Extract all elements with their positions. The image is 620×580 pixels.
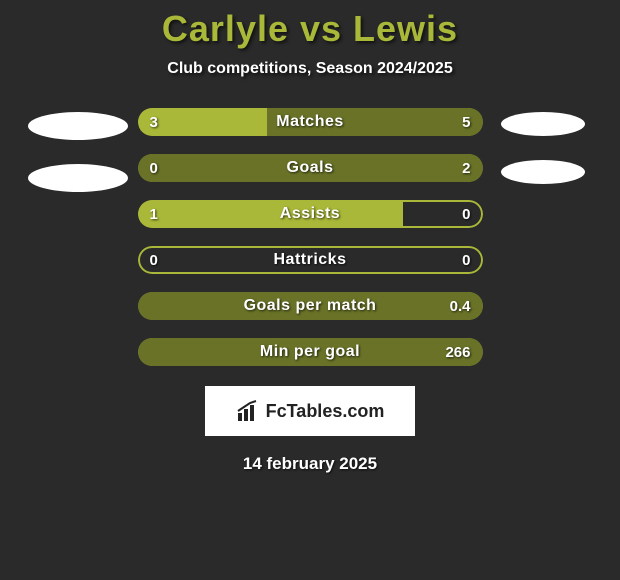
avatar-right-1: [501, 112, 585, 136]
stat-row: 35Matches: [138, 108, 483, 136]
branding-card: FcTables.com: [205, 386, 415, 436]
stat-label: Min per goal: [138, 338, 483, 366]
footer-date: 14 february 2025: [243, 454, 377, 474]
stat-row: 00Hattricks: [138, 246, 483, 274]
stat-label: Assists: [138, 200, 483, 228]
stat-bars: 35Matches 02Goals 10Assists 00Hattricks 0.4G…: [138, 108, 483, 366]
branding-text: FcTables.com: [266, 401, 385, 422]
infographic-container: Carlyle vs Lewis Club competitions, Seas…: [0, 0, 620, 580]
avatar-col-left: [18, 108, 138, 216]
chart-area: 35Matches 02Goals 10Assists 00Hattricks 0.4G…: [0, 108, 620, 366]
page-subtitle: Club competitions, Season 2024/2025: [167, 60, 452, 78]
page-title: Carlyle vs Lewis: [162, 8, 458, 50]
avatar-col-right: [483, 108, 603, 208]
stat-label: Matches: [138, 108, 483, 136]
stat-label: Goals per match: [138, 292, 483, 320]
stat-label: Hattricks: [138, 246, 483, 274]
avatar-right-2: [501, 160, 585, 184]
branding-chart-icon: [236, 399, 260, 423]
stat-row: 10Assists: [138, 200, 483, 228]
stat-row: 0.4Goals per match: [138, 292, 483, 320]
avatar-left-1: [28, 112, 128, 140]
stat-label: Goals: [138, 154, 483, 182]
avatar-left-2: [28, 164, 128, 192]
stat-row: 266Min per goal: [138, 338, 483, 366]
stat-row: 02Goals: [138, 154, 483, 182]
